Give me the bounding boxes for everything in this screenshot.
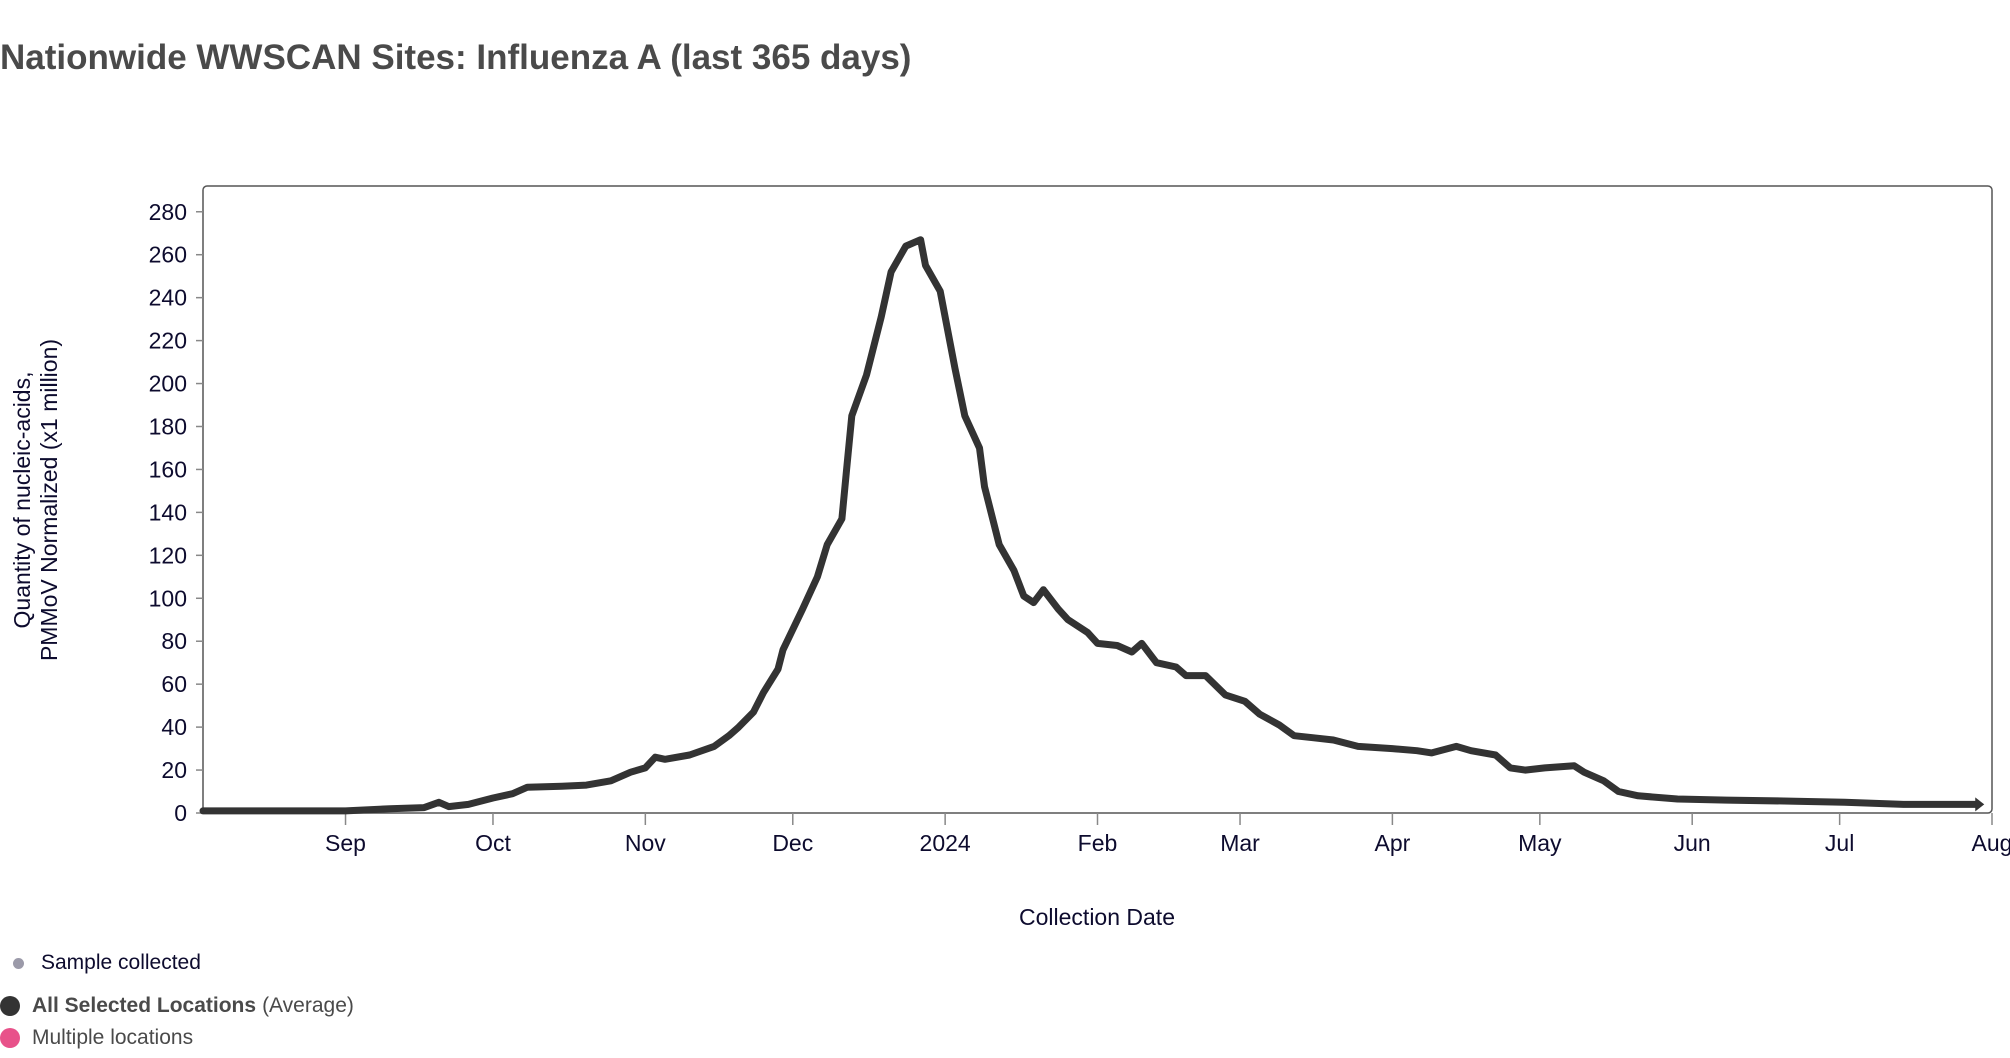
y-tick-label: 140 [149, 499, 187, 525]
legend-all-locations[interactable]: All Selected Locations (Average) [0, 994, 354, 1018]
y-axis-label-line2: PMMoV Normalized (x1 million) [36, 339, 62, 661]
legend-sample[interactable]: Sample collected [0, 951, 201, 975]
y-tick-label: 240 [149, 285, 187, 311]
sample-dot-icon [13, 957, 24, 969]
x-tick-label: Feb [1078, 830, 1118, 856]
series-dot-icon [0, 996, 20, 1016]
x-tick-label: Oct [475, 830, 511, 856]
multiple-dot-icon [0, 1028, 20, 1048]
legend-multiple-label: Multiple locations [32, 1026, 194, 1049]
y-axis: 0 20 40 60 80 100 120 140 160 180 200 220 240 260 280 [149, 199, 203, 826]
x-tick-label: Dec [772, 830, 813, 856]
y-tick-label: 20 [161, 757, 187, 783]
x-axis-label: Collection Date [1019, 904, 1175, 930]
y-tick-label: 260 [149, 242, 187, 268]
y-tick-label: 80 [161, 628, 187, 654]
series-end-marker [1975, 797, 1985, 812]
series-line [199, 236, 1981, 815]
y-tick-label: 200 [149, 371, 187, 397]
x-tick-label: Nov [625, 830, 666, 856]
x-tick-label: Mar [1220, 830, 1260, 856]
plot-area [202, 185, 1993, 814]
y-tick-label: 60 [161, 671, 187, 697]
x-tick-label: May [1518, 830, 1562, 856]
y-tick-label: 280 [149, 199, 187, 225]
legend-sample-label: Sample collected [41, 951, 201, 974]
y-tick-label: 180 [149, 413, 187, 439]
chart-title: Nationwide WWSCAN Sites: Influenza A (la… [0, 38, 912, 77]
x-tick-label: Jul [1825, 830, 1854, 856]
legend-multiple-locations[interactable]: Multiple locations [0, 1026, 193, 1050]
y-tick-label: 40 [161, 714, 187, 740]
x-tick-label: Apr [1374, 830, 1410, 856]
y-tick-label: 160 [149, 456, 187, 482]
y-tick-label: 220 [149, 328, 187, 354]
x-tick-label: Jun [1674, 830, 1711, 856]
x-axis: Sep Oct Nov Dec 2024 Feb Mar Apr May Jun Jul Aug [325, 813, 2010, 856]
y-tick-label: 100 [149, 585, 187, 611]
legend-series-suffix: (Average) [262, 994, 354, 1017]
legend-series-label: All Selected Locations [32, 994, 257, 1017]
x-tick-label: Sep [325, 830, 366, 856]
y-axis-label-line1: Quantity of nucleic-acids, [9, 372, 35, 629]
series-layer [199, 236, 1985, 815]
x-tick-label: Aug [1972, 830, 2010, 856]
y-tick-label: 120 [149, 542, 187, 568]
y-tick-label: 0 [174, 800, 187, 826]
x-tick-label: 2024 [920, 830, 971, 856]
